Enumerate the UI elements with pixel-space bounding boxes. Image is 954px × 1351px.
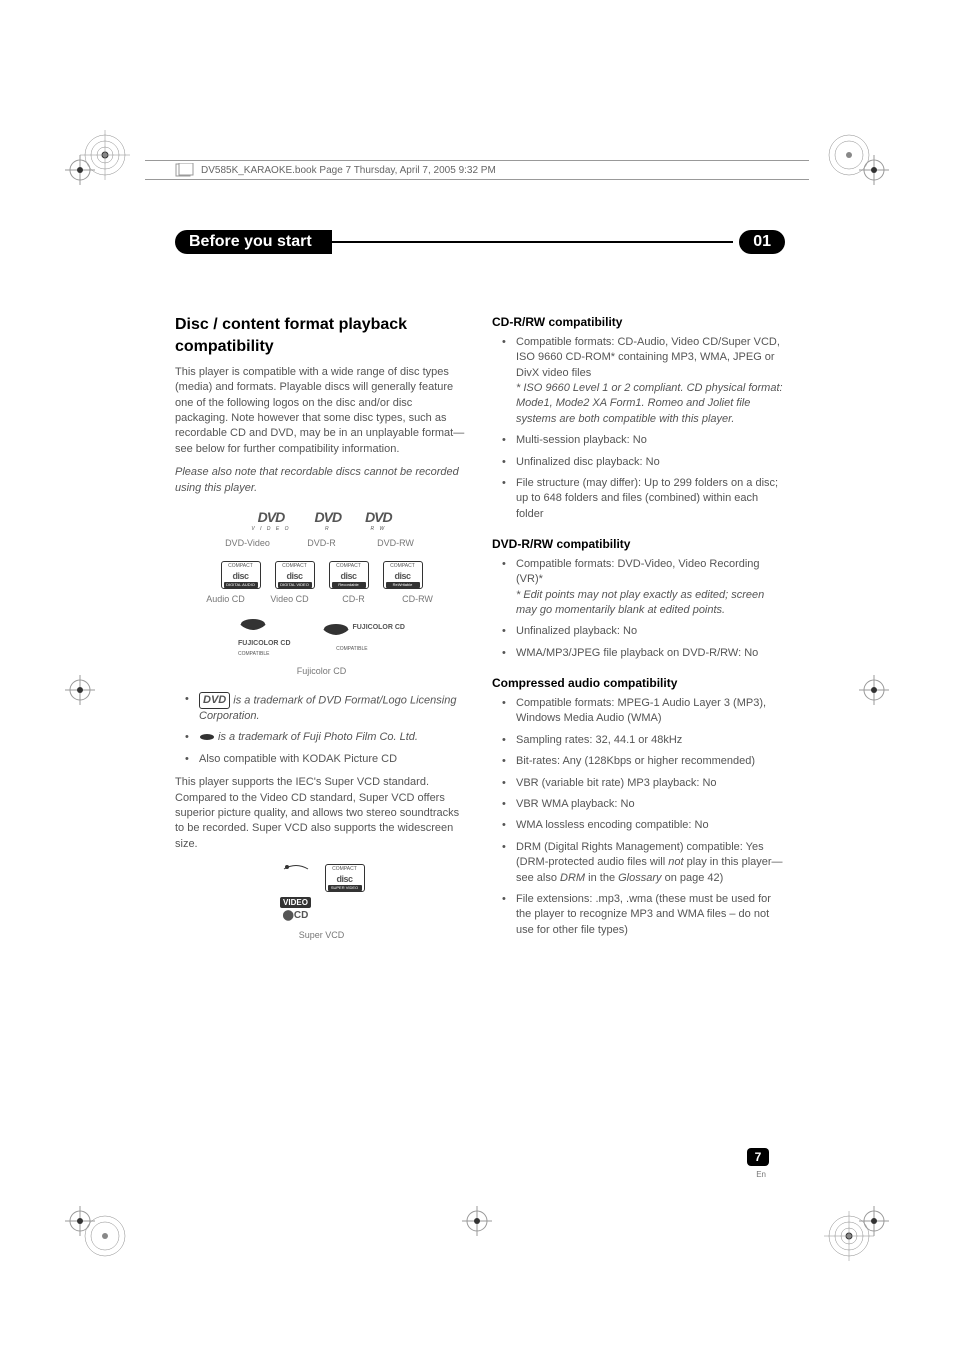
page-number: 7 [747,1148,769,1166]
fujicolor-logo: FUJICOLOR CDCOMPATIBLE [238,618,291,659]
spec-list: Compatible formats: CD-Audio, Video CD/S… [506,335,785,522]
dvd-captions: DVD-Video DVD-R DVD-RW [175,537,468,550]
t: not [668,856,683,868]
right-column: CD-R/RW compatibility Compatible formats… [492,314,785,946]
t: in the [585,872,618,884]
crop-mark [854,1201,894,1241]
dvd-logo-row: DVDV I D E O DVDR DVDR W [175,508,468,533]
chapter-number: 01 [739,230,785,254]
svcd-logo-row: VIDEO ⬤CD COMPACTdiscSUPER VIDEO [175,864,468,922]
caption: CD-R [327,593,381,606]
crop-mark [60,1201,100,1241]
chapter-tab-bar: Before you start 01 [175,230,785,254]
caption: DVD-R [295,537,349,550]
caption: DVD-Video [221,537,275,550]
list-item: WMA/MP3/JPEG file playback on DVD-R/RW: … [506,646,785,661]
item-text: Compatible formats: CD-Audio, Video CD/S… [516,336,780,379]
svcd-caption: Super VCD [175,929,468,942]
page-content: Before you start 01 Disc / content forma… [175,230,785,946]
t: on page 42) [662,872,724,884]
t: Glossary [618,872,661,884]
list-item: is a trademark of Fuji Photo Film Co. Lt… [189,730,468,745]
left-column: Disc / content format playback compatibi… [175,314,468,946]
dvd-video-logo: DVDV I D E O [251,508,290,533]
spec-list: Compatible formats: DVD-Video, Video Rec… [506,557,785,661]
list-item: Sampling rates: 32, 44.1 or 48kHz [506,733,785,748]
list-item: Also compatible with KODAK Picture CD [189,752,468,767]
item-note: * ISO 9660 Level 1 or 2 compliant. CD ph… [516,382,783,425]
cd-rw-logo: COMPACTdiscReWritable [383,561,423,589]
spec-list: Compatible formats: MPEG-1 Audio Layer 3… [506,696,785,938]
trademark-text: is a trademark of DVD Format/Logo Licens… [199,694,456,722]
crop-mark [854,670,894,710]
section-heading: Disc / content format playback compatibi… [175,314,468,359]
list-item: Compatible formats: DVD-Video, Video Rec… [506,557,785,619]
header-text: DV585K_KARAOKE.book Page 7 Thursday, Apr… [201,165,496,176]
list-item: Multi-session playback: No [506,433,785,448]
list-item: WMA lossless encoding compatible: No [506,818,785,833]
page-language: En [756,1170,766,1179]
page-header: DV585K_KARAOKE.book Page 7 Thursday, Apr… [145,160,809,180]
cd-logo-row: COMPACTdiscDIGITAL AUDIO COMPACTdiscDIGI… [175,561,468,589]
audio-cd-logo: COMPACTdiscDIGITAL AUDIO [221,561,261,589]
dvd-r-logo: DVDR [315,508,342,533]
note-text: Please also note that recordable discs c… [175,465,468,496]
list-item: Compatible formats: CD-Audio, Video CD/S… [506,335,785,427]
item-text: Compatible formats: DVD-Video, Video Rec… [516,558,760,585]
svcd-text: This player supports the IEC's Super VCD… [175,775,468,852]
list-item: Compatible formats: MPEG-1 Audio Layer 3… [506,696,785,727]
list-item: DRM (Digital Rights Management) compatib… [506,840,785,886]
dvd-rw-logo: DVDR W [365,508,392,533]
cd-captions: Audio CD Video CD CD-R CD-RW [175,593,468,606]
list-item: File structure (may differ): Up to 299 f… [506,476,785,522]
caption: Video CD [263,593,317,606]
list-item: DVD is a trademark of DVD Format/Logo Li… [189,692,468,725]
video-cd-logo: COMPACTdiscDIGITAL VIDEO [275,561,315,589]
list-item: File extensions: .mp3, .wma (these must … [506,892,785,938]
trademark-list: DVD is a trademark of DVD Format/Logo Li… [189,692,468,768]
svcd-logo: VIDEO ⬤CD [279,864,313,922]
item-note: * Edit points may not play exactly as ed… [516,589,764,616]
subsection-heading: Compressed audio compatibility [492,675,785,692]
list-item: VBR (variable bit rate) MP3 playback: No [506,776,785,791]
chapter-title: Before you start [175,230,332,254]
list-item: Unfinalized playback: No [506,624,785,639]
cd-r-logo: COMPACTdiscRecordable [329,561,369,589]
list-item: Bit-rates: Any (128Kbps or higher recomm… [506,754,785,769]
svcd-disc-logo: COMPACTdiscSUPER VIDEO [325,864,365,892]
caption: Audio CD [199,593,253,606]
list-item: Unfinalized disc playback: No [506,455,785,470]
dvd-inline-logo: DVD [199,692,230,709]
caption: CD-RW [391,593,445,606]
fujicolor-logo-row: FUJICOLOR CDCOMPATIBLE FUJICOLOR CD COMP… [175,618,468,659]
list-item: VBR WMA playback: No [506,797,785,812]
crop-mark [457,1201,497,1241]
tab-divider [332,241,734,243]
fujicolor-caption: Fujicolor CD [175,665,468,678]
crop-mark [60,670,100,710]
caption: DVD-RW [369,537,423,550]
crop-mark [854,150,894,190]
trademark-text: is a trademark of Fuji Photo Film Co. Lt… [215,731,418,743]
fujicolor-logo: FUJICOLOR CD COMPATIBLE [321,623,405,655]
subsection-heading: DVD-R/RW compatibility [492,536,785,553]
subsection-heading: CD-R/RW compatibility [492,314,785,331]
t: DRM [560,872,585,884]
crop-mark [60,150,100,190]
intro-text: This player is compatible with a wide ra… [175,365,468,457]
